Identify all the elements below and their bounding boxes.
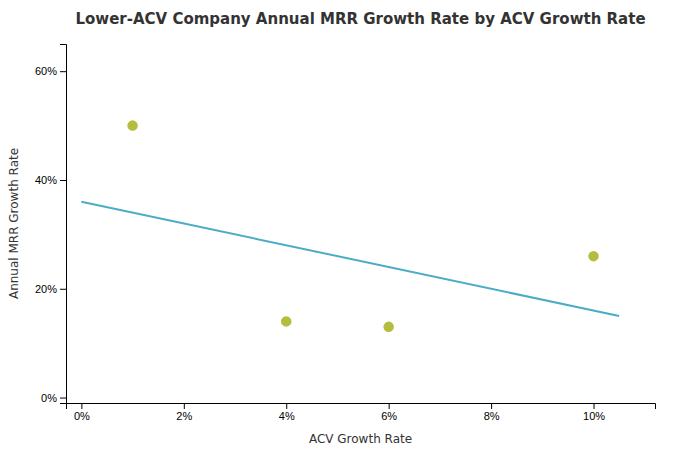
y-tick-mark: [60, 180, 66, 181]
y-tick-mark: [60, 289, 66, 290]
x-tick-label: 10%: [583, 410, 605, 422]
y-tick-label: 20%: [35, 283, 57, 295]
y-tick: 40%: [35, 174, 66, 186]
y-axis: 0% 20% 40% 60%: [35, 45, 67, 404]
x-tick: 2%: [176, 403, 192, 422]
y-tick: 60%: [35, 65, 66, 77]
x-tick-mark: [594, 403, 595, 409]
scatter-point: [588, 250, 600, 262]
x-tick: 10%: [583, 403, 605, 422]
x-axis-line: [67, 404, 656, 410]
x-tick-label: 2%: [176, 410, 192, 422]
x-tick: 0%: [74, 403, 90, 422]
y-tick-label: 0%: [41, 392, 57, 404]
scatter-point: [127, 120, 139, 132]
y-tick: 20%: [35, 283, 66, 295]
scatter-point: [383, 321, 395, 333]
y-tick-mark: [60, 71, 66, 72]
y-tick-label: 40%: [35, 174, 57, 186]
scatter-point: [280, 315, 292, 327]
title: Lower-ACV Company Annual MRR Growth Rate…: [75, 10, 645, 28]
y-axis-title: Annual MRR Growth Rate: [7, 148, 21, 299]
x-axis: 0% 2% 4% 6% 8% 10%: [67, 403, 656, 422]
x-tick-mark: [184, 403, 185, 409]
y-axis-line: [60, 45, 67, 404]
x-tick: 8%: [484, 403, 500, 422]
marks: [81, 120, 619, 333]
x-tick: 4%: [279, 403, 295, 422]
x-tick: 6%: [381, 403, 397, 422]
x-tick-label: 0%: [74, 410, 90, 422]
chart: 0% 2% 4% 6% 8% 10% 0% 20% 40% 60% Lower-ACV Compan…: [0, 0, 679, 455]
x-tick-label: 8%: [484, 410, 500, 422]
x-tick-label: 4%: [279, 410, 295, 422]
y-tick: 0%: [41, 392, 66, 404]
x-axis-title: ACV Growth Rate: [309, 432, 412, 446]
plot: 0% 2% 4% 6% 8% 10% 0% 20% 40% 60%: [35, 45, 656, 422]
x-tick-mark: [81, 403, 82, 409]
x-tick-mark: [286, 403, 287, 409]
y-tick-label: 60%: [35, 65, 57, 77]
x-tick-mark: [389, 403, 390, 409]
x-tick-mark: [491, 403, 492, 409]
trend-line: [81, 202, 619, 316]
x-tick-label: 6%: [381, 410, 397, 422]
y-tick-mark: [60, 398, 66, 399]
